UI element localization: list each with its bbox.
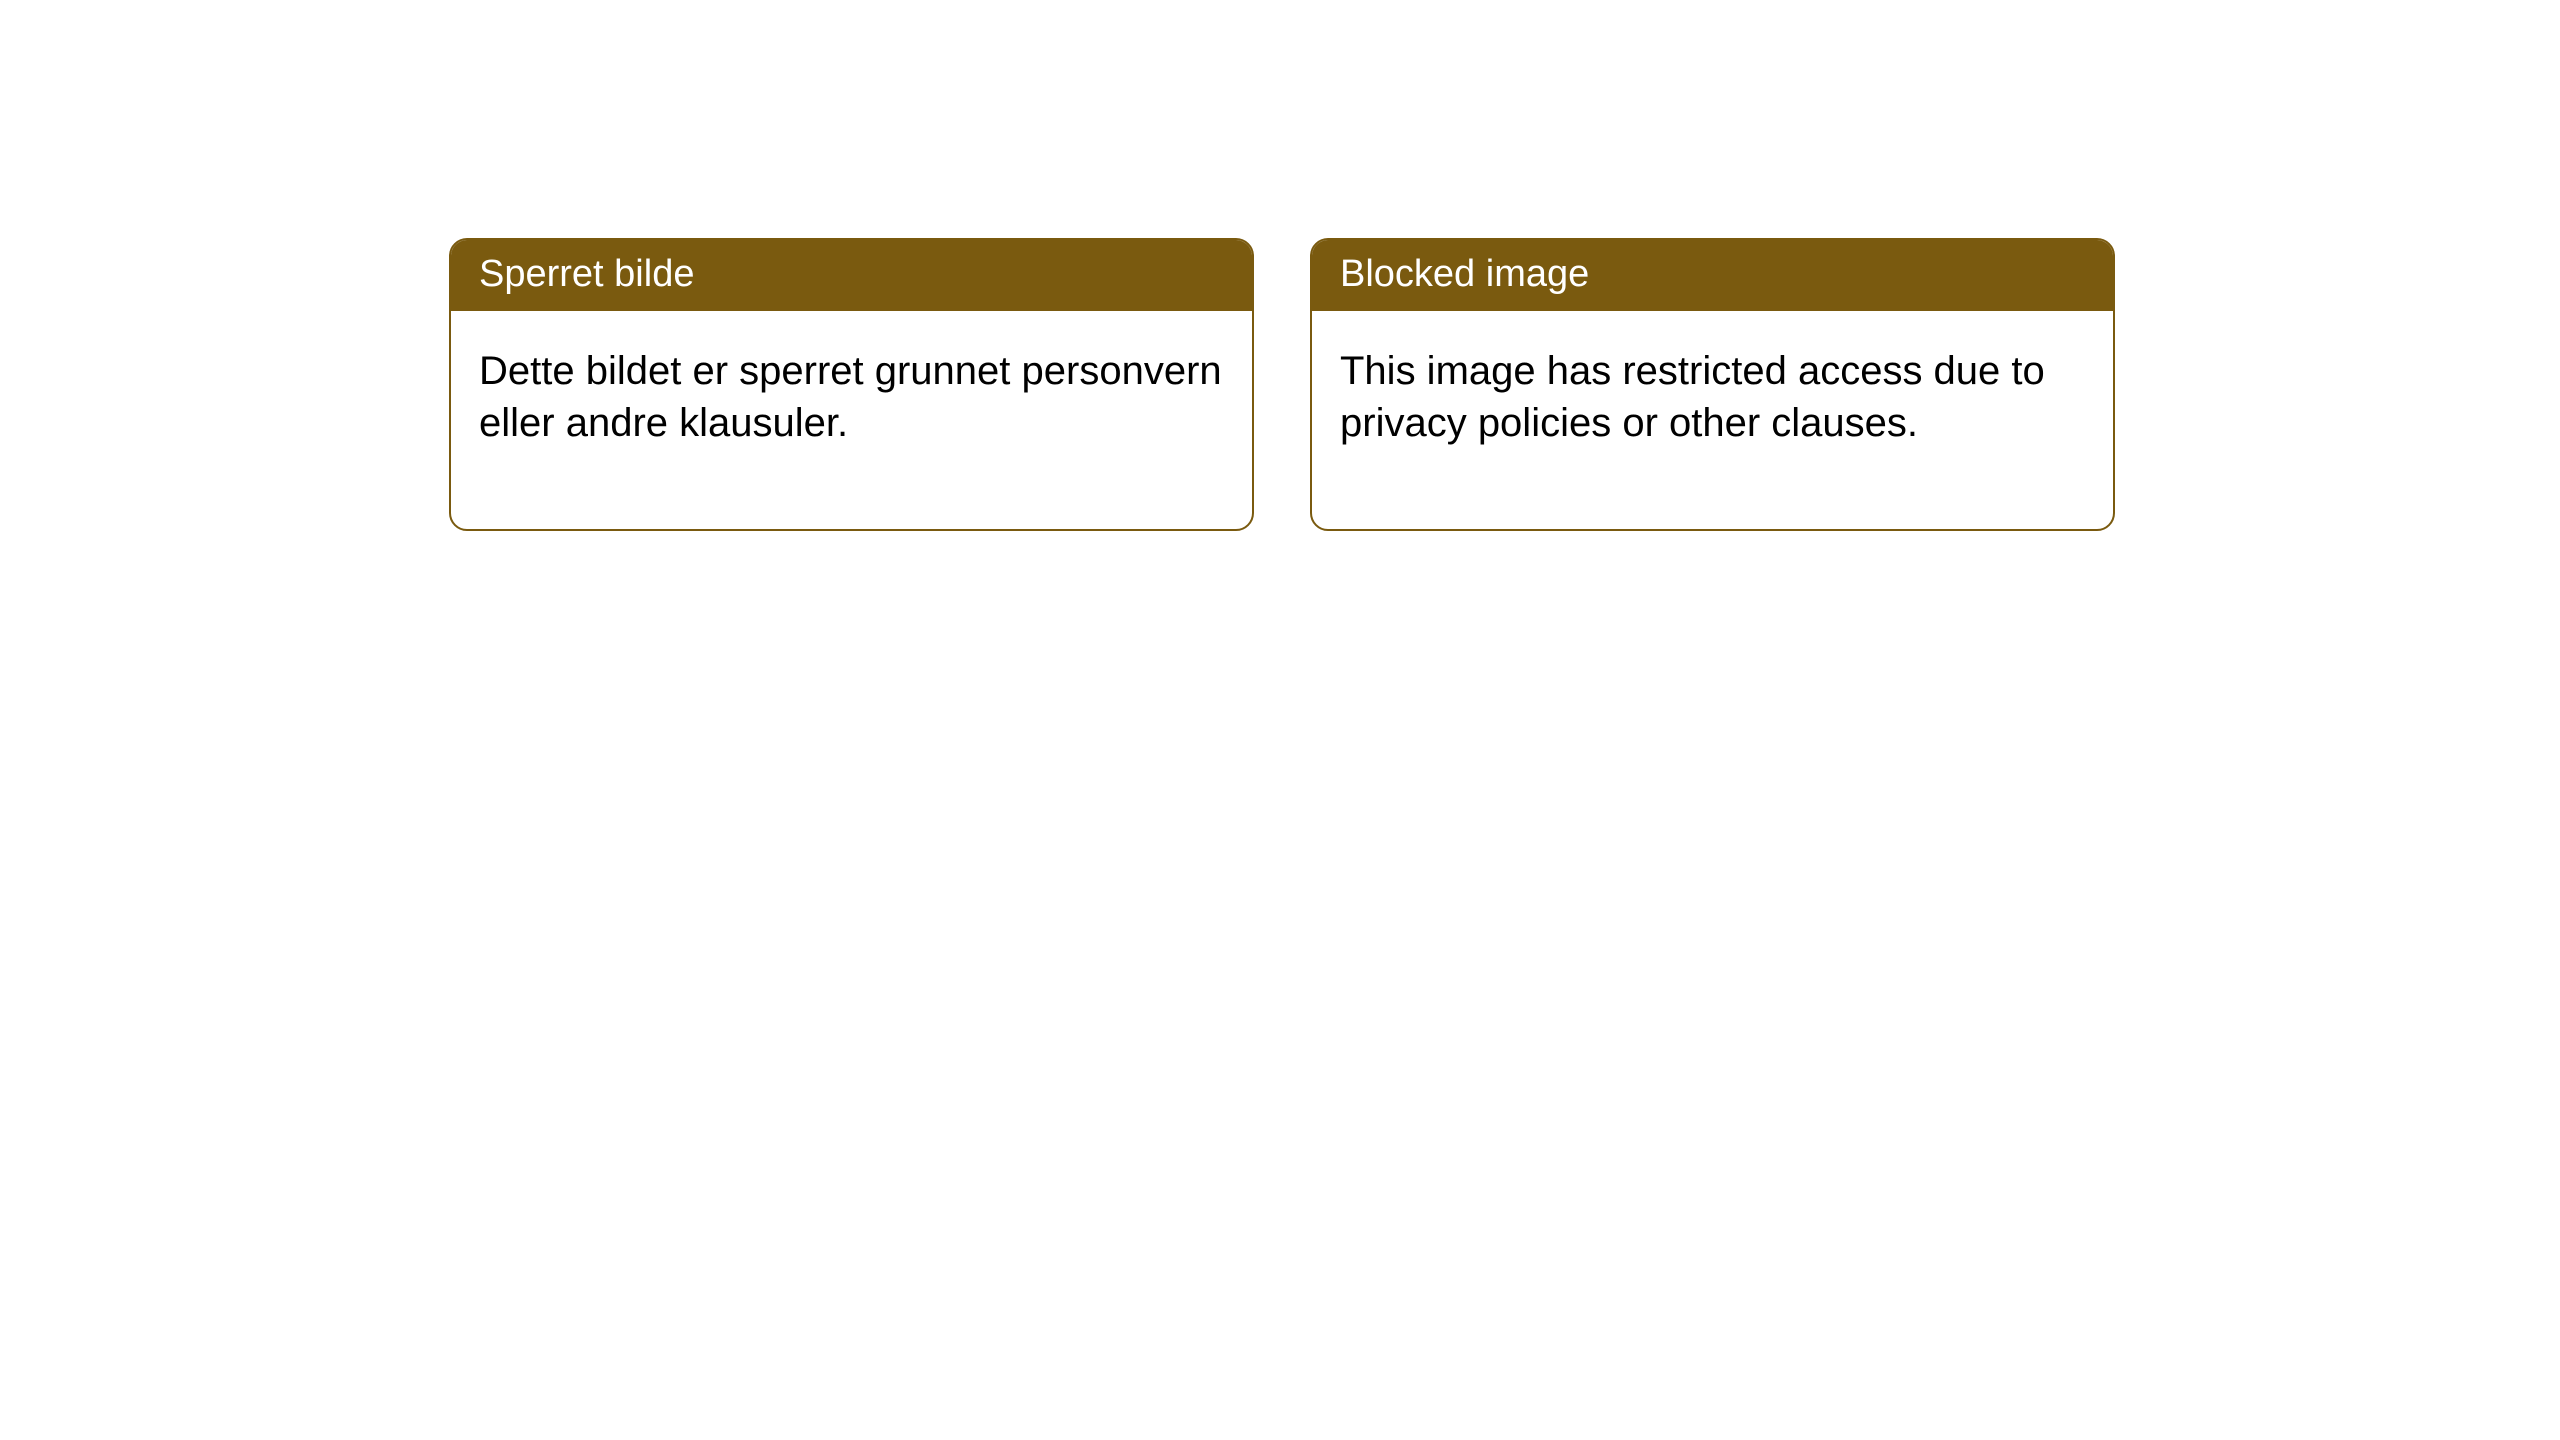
notice-header: Sperret bilde xyxy=(451,240,1252,311)
notice-body: Dette bildet er sperret grunnet personve… xyxy=(451,311,1252,529)
notice-text: This image has restricted access due to … xyxy=(1340,349,2045,445)
notice-header: Blocked image xyxy=(1312,240,2113,311)
notice-box-english: Blocked image This image has restricted … xyxy=(1310,238,2115,531)
notice-title: Sperret bilde xyxy=(479,253,694,295)
notice-container: Sperret bilde Dette bildet er sperret gr… xyxy=(449,238,2115,531)
notice-body: This image has restricted access due to … xyxy=(1312,311,2113,529)
notice-box-norwegian: Sperret bilde Dette bildet er sperret gr… xyxy=(449,238,1254,531)
notice-text: Dette bildet er sperret grunnet personve… xyxy=(479,349,1222,445)
notice-title: Blocked image xyxy=(1340,253,1589,295)
